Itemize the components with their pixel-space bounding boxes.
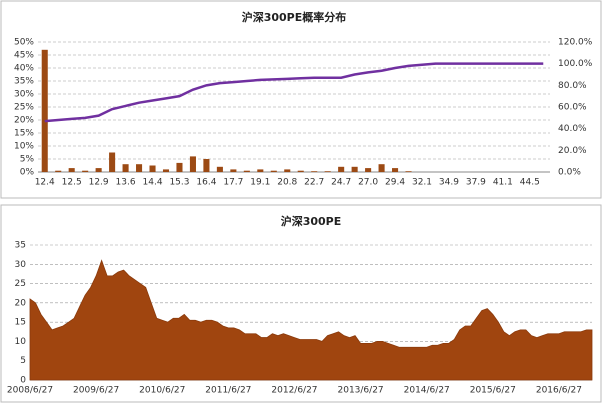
y2-tick-label: 80.0%	[558, 81, 587, 91]
chart-title: 沪深300PE概率分布	[242, 10, 347, 24]
bottom-panel	[0, 204, 602, 403]
bar	[216, 166, 223, 172]
y-tick-label: 20	[15, 298, 27, 308]
x-tick-label: 2008/6/27	[7, 386, 53, 396]
bar	[109, 152, 116, 172]
x-tick-label: 19.1	[250, 178, 270, 188]
bar	[55, 170, 62, 172]
y-tick-label: 10	[15, 337, 27, 347]
x-tick-label: 15.3	[169, 178, 189, 188]
y-tick-label: 35	[15, 241, 26, 251]
y-tick-label: 10%	[14, 142, 34, 152]
y-tick-label: 35%	[14, 77, 34, 87]
y2-tick-label: 40.0%	[558, 124, 587, 134]
bar	[297, 170, 304, 172]
x-tick-label: 27.0	[358, 178, 378, 188]
y2-tick-label: 20.0%	[558, 146, 587, 156]
bar	[122, 164, 129, 172]
bar	[351, 166, 358, 172]
bar	[95, 168, 102, 172]
x-tick-label: 12.5	[62, 178, 82, 188]
bar	[284, 169, 291, 172]
bar	[68, 168, 75, 172]
bar	[162, 169, 170, 172]
bar	[203, 159, 210, 172]
y-tick-label: 15%	[14, 129, 34, 139]
y2-tick-label: 100.0%	[558, 59, 593, 69]
bar	[311, 171, 318, 172]
x-tick-label: 12.9	[89, 178, 109, 188]
bar	[338, 166, 345, 172]
y2-tick-label: 0.0%	[558, 168, 581, 178]
y-tick-label: 15	[15, 318, 26, 328]
bar	[136, 164, 143, 172]
y-tick-label: 5	[20, 356, 26, 366]
y-tick-label: 25	[15, 279, 26, 289]
bar	[324, 171, 331, 172]
bar	[392, 168, 399, 172]
bar	[41, 49, 48, 172]
x-tick-label: 32.1	[412, 178, 432, 188]
y-tick-label: 30	[15, 260, 27, 270]
x-tick-label: 12.4	[35, 178, 55, 188]
x-tick-label: 37.9	[466, 178, 486, 188]
bar	[243, 170, 250, 172]
y-tick-label: 5%	[20, 155, 35, 165]
y-tick-label: 50%	[14, 38, 34, 48]
pe-area	[29, 259, 593, 381]
y2-tick-label: 120.0%	[558, 38, 593, 48]
y-tick-label: 40%	[14, 64, 34, 74]
bar	[365, 168, 372, 172]
chart-title: 沪深300PE	[281, 214, 342, 228]
x-tick-label: 44.5	[520, 178, 540, 188]
x-tick-label: 17.7	[223, 178, 243, 188]
x-tick-label: 20.8	[277, 178, 297, 188]
bar	[257, 169, 264, 172]
x-tick-label: 2011/6/27	[205, 386, 251, 396]
y-tick-label: 45%	[14, 51, 34, 61]
x-tick-label: 2013/6/27	[338, 386, 384, 396]
x-tick-label: 2016/6/27	[536, 386, 582, 396]
x-tick-label: 24.7	[331, 178, 351, 188]
x-tick-label: 22.7	[304, 178, 324, 188]
x-tick-label: 14.4	[143, 178, 163, 188]
y-tick-label: 30%	[14, 90, 34, 100]
bar	[176, 162, 183, 172]
y-tick-label: 0%	[20, 168, 35, 178]
x-tick-label: 41.1	[493, 178, 513, 188]
x-tick-label: 34.9	[439, 178, 459, 188]
y-tick-label: 25%	[14, 103, 34, 113]
bar	[230, 169, 237, 172]
bar	[149, 165, 156, 172]
bar	[189, 156, 196, 172]
x-tick-label: 13.6	[116, 178, 136, 188]
y-tick-label: 0	[20, 376, 26, 386]
x-tick-label: 2009/6/27	[73, 386, 119, 396]
cumulative-line	[44, 62, 544, 123]
y-tick-label: 20%	[14, 116, 34, 126]
y2-tick-label: 60.0%	[558, 103, 587, 113]
bar	[270, 170, 277, 172]
bar	[82, 170, 89, 172]
x-tick-label: 2012/6/27	[271, 386, 317, 396]
x-tick-label: 2015/6/27	[470, 386, 516, 396]
x-tick-label: 16.4	[196, 178, 216, 188]
x-tick-label: 29.4	[385, 178, 405, 188]
bar	[405, 171, 412, 172]
bar	[378, 164, 385, 172]
x-tick-label: 2010/6/27	[139, 386, 185, 396]
top-panel	[0, 0, 602, 199]
x-tick-label: 2014/6/27	[404, 386, 450, 396]
